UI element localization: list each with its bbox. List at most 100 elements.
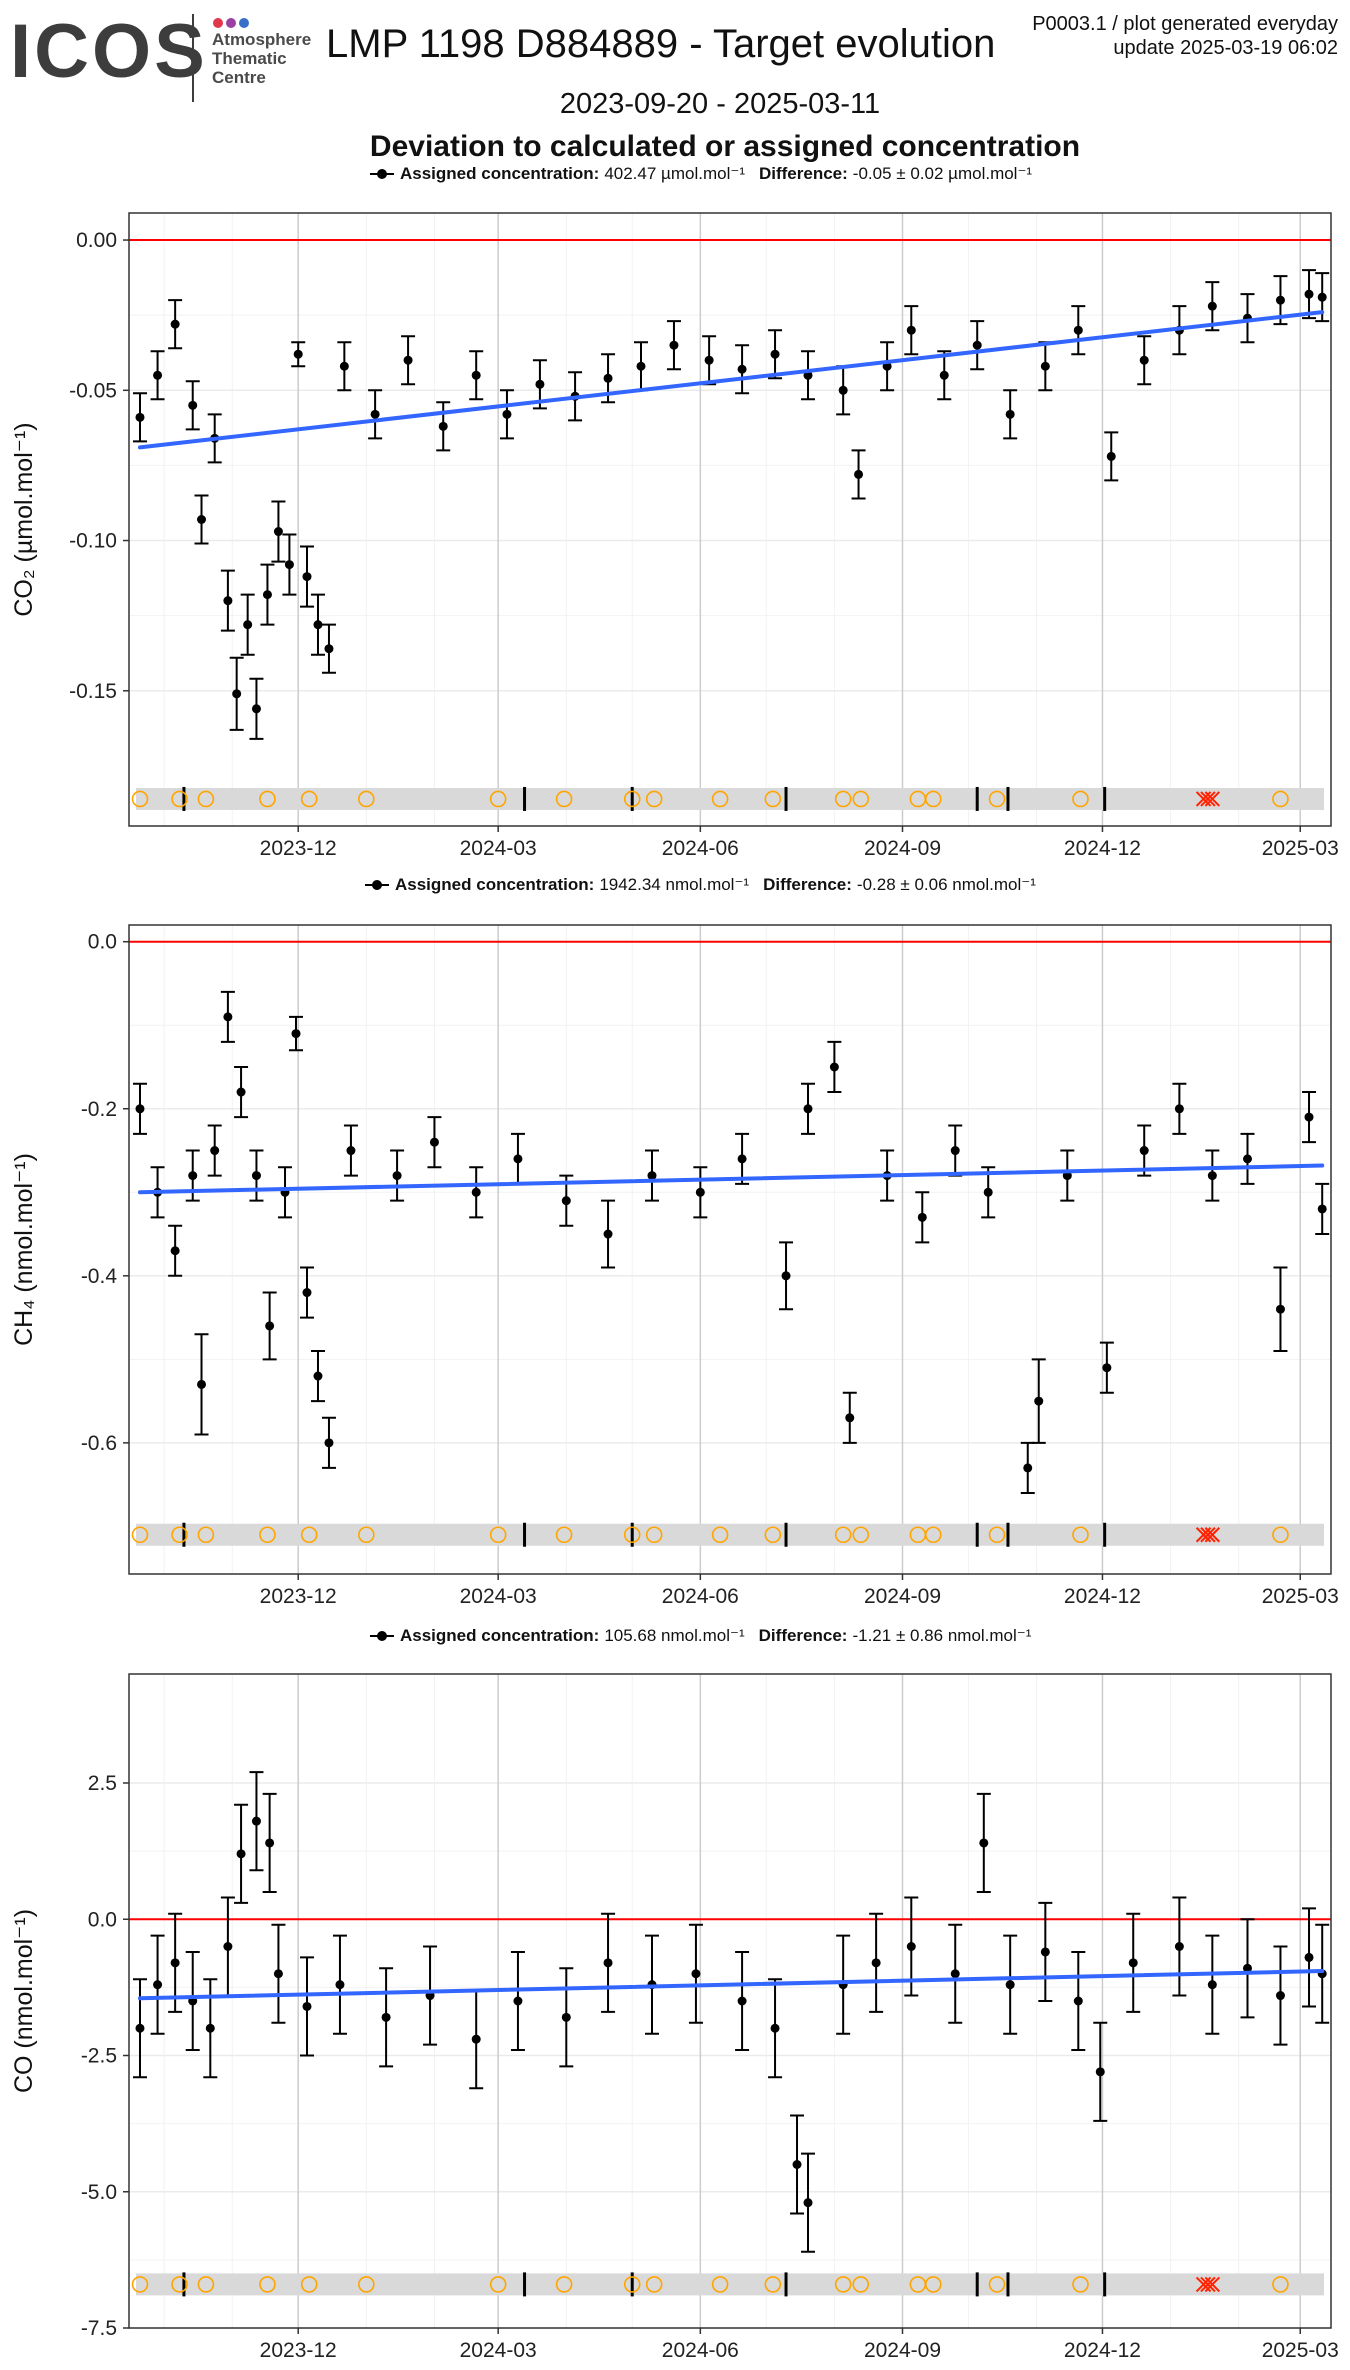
event-cross (1204, 1527, 1221, 1543)
data-point (1139, 1146, 1149, 1156)
event-circle (852, 1526, 870, 1544)
data-point (135, 2023, 145, 2033)
legend-ch4: Assigned concentration: 1942.34 nmol.mol… (365, 875, 1036, 895)
data-point (647, 1171, 657, 1181)
data-point (324, 644, 334, 654)
event-circle (489, 1526, 507, 1544)
data-point (1275, 295, 1285, 305)
event-circle (131, 2276, 149, 2293)
data-point (262, 590, 272, 600)
event-circle (645, 1526, 663, 1544)
data-point (1005, 1980, 1015, 1990)
event-circle (988, 2276, 1006, 2293)
page-title: LMP 1198 D884889 - Target evolution (326, 22, 996, 66)
event-circle (300, 2276, 318, 2293)
event-circle (645, 2276, 663, 2293)
data-point (188, 1171, 198, 1181)
legend-assigned-label: Assigned concentration: (400, 164, 600, 183)
data-point (251, 704, 261, 714)
legend-unit: nmol.mol⁻¹ (952, 875, 1036, 894)
legend-assigned-value: 105.68 (604, 1626, 657, 1645)
x-tick-label: 2024-06 (662, 2339, 739, 2362)
legend-co2: Assigned concentration: 402.47 µmol.mol⁻… (370, 164, 1032, 184)
data-point (939, 370, 949, 380)
data-point (313, 1371, 323, 1381)
event-circle (924, 1526, 942, 1544)
data-point (135, 412, 145, 422)
x-tick-label: 2025-03 (1262, 2339, 1339, 2362)
data-point (513, 1996, 523, 2006)
data-point (1304, 289, 1314, 299)
logo-dot-red (213, 18, 223, 28)
x-tick-label: 2023-12 (260, 2339, 337, 2362)
data-point (983, 1187, 993, 1197)
legend-difference-value: -0.28 ± 0.06 (856, 875, 948, 894)
legend-unit: µmol.mol⁻¹ (661, 164, 745, 183)
event-cross (1200, 1527, 1216, 1543)
data-point (917, 1212, 927, 1222)
event-circle (555, 790, 573, 808)
legend-point-line-icon (365, 878, 389, 892)
data-point (153, 1980, 163, 1990)
plot-panel (129, 925, 1331, 1574)
event-circle (1272, 790, 1289, 808)
data-point (210, 1146, 220, 1156)
data-point (1102, 1363, 1112, 1373)
y-tick-label: 2.5 (88, 1772, 117, 1795)
data-point (302, 572, 312, 582)
data-point (737, 364, 747, 374)
event-circle (358, 2276, 375, 2293)
legend-co: Assigned concentration: 105.68 nmol.mol⁻… (370, 1626, 1031, 1646)
data-point (236, 1087, 246, 1097)
event-circle (131, 790, 149, 808)
event-circle (924, 2276, 942, 2293)
data-point (197, 1379, 207, 1389)
data-point (871, 1958, 881, 1968)
logo-sub-line-1: Atmosphere (212, 30, 312, 49)
plot-frame (128, 924, 1332, 1575)
data-point (1139, 355, 1149, 365)
x-tick-label: 2024-06 (662, 1585, 739, 1608)
event-circle (131, 1526, 149, 1544)
data-point (603, 373, 613, 383)
plot-panel (129, 213, 1331, 826)
data-point (1005, 409, 1015, 419)
x-tick-label: 2025-03 (1262, 837, 1339, 860)
legend-difference-label: Difference: (758, 1626, 848, 1645)
data-point (838, 385, 848, 395)
event-band (136, 787, 1324, 810)
data-point (1034, 1396, 1044, 1406)
data-point (737, 1996, 747, 2006)
event-circle (197, 790, 215, 808)
data-point (513, 1154, 523, 1164)
date-range: 2023-09-20 - 2025-03-11 (559, 88, 881, 120)
icos-logo: ICOS (10, 9, 208, 94)
data-point (636, 361, 646, 371)
event-cross (1200, 2276, 1216, 2293)
logo-dot-blue (239, 18, 249, 28)
data-point (438, 421, 448, 431)
data-point (829, 1062, 839, 1072)
data-point (950, 1969, 960, 1979)
data-point (335, 1980, 345, 1990)
y-tick-label: -7.5 (81, 2317, 117, 2340)
event-circle (171, 2276, 188, 2293)
data-point (1073, 1996, 1083, 2006)
event-circle (171, 1526, 188, 1544)
logo-dot-purple (226, 18, 236, 28)
x-tick-label: 2024-06 (662, 837, 739, 860)
x-tick-label: 2023-12 (260, 1585, 337, 1608)
event-circle (1272, 1526, 1289, 1544)
event-circle (358, 790, 375, 808)
event-circle (623, 2276, 641, 2293)
data-point (1095, 2067, 1105, 2077)
event-circle (711, 1526, 729, 1544)
event-circle (555, 1526, 573, 1544)
data-point (1023, 1463, 1033, 1473)
logo-divider (192, 14, 194, 102)
x-tick-label: 2024-09 (864, 2339, 941, 2362)
data-point (979, 1838, 989, 1848)
update-info: P0003.1 / plot generated everyday update… (1032, 12, 1338, 60)
data-point (223, 596, 233, 606)
event-circle (764, 790, 782, 808)
